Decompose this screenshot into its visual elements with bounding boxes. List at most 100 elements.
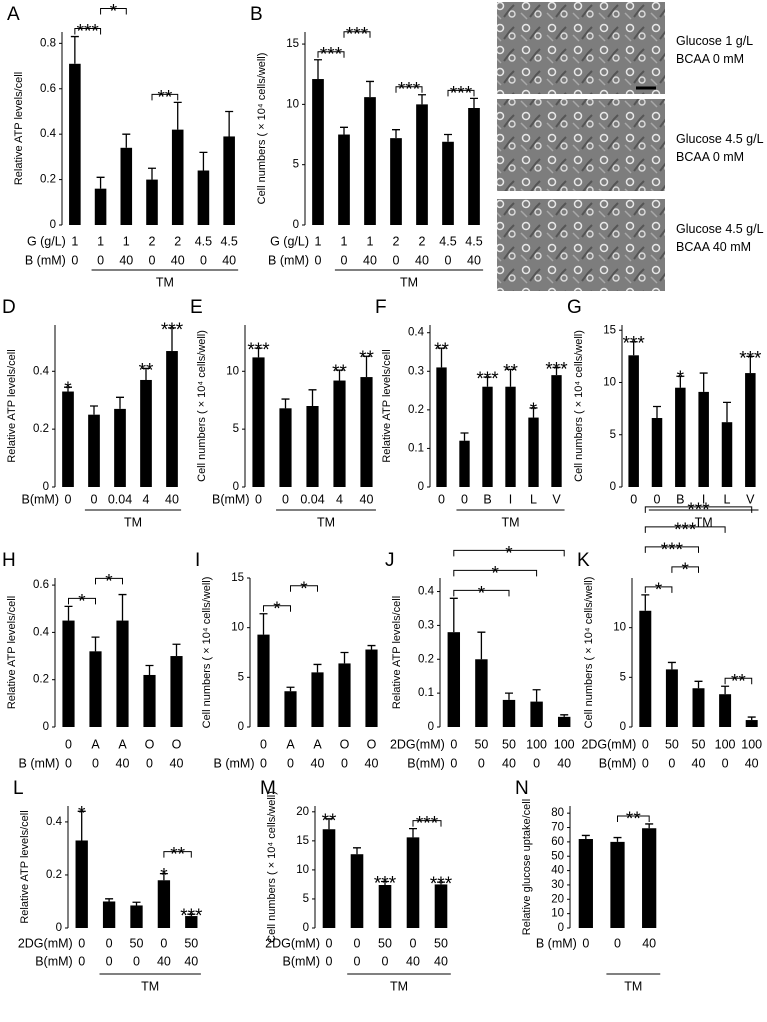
error-bar [613,836,622,842]
bracket [644,526,726,533]
caption: BCAA 40 mM [676,240,751,254]
y-tick-label: 0 [56,922,62,934]
error-bar [367,644,376,650]
error-bar [77,810,86,841]
bracket-label: ** [626,809,641,830]
x-tick-label: 40 [692,756,706,770]
group-label: TM [624,979,642,993]
x-tick-label: 100 [715,737,736,751]
error-bar [340,651,349,664]
significance: *** [545,359,568,380]
x-tick-label: 1 [97,234,104,248]
x-tick-label: 0 [78,954,85,968]
error-bar [199,151,208,171]
panel-label: K [577,550,590,571]
bar [692,688,705,727]
error-bar [168,327,176,352]
x-row-label: B(mM) [22,492,60,506]
bar [442,141,454,225]
significance: * [530,400,538,421]
bar [279,408,292,487]
bracket [395,86,423,93]
x-tick-label: A [118,737,127,751]
bracket [163,851,192,858]
bar [578,839,593,928]
y-tick-label: 5 [238,671,244,683]
error-bar [286,686,295,692]
bracket-label: * [655,580,663,601]
bracket-label: * [300,579,308,600]
bar [528,417,539,487]
error-bar [506,368,515,387]
bar [143,674,156,727]
bar [378,885,392,928]
y-tick-label: 10 [296,864,309,876]
y-tick-label: 10 [286,98,299,110]
error-bar [313,663,322,673]
x-row-label: 2DG(mM) [581,737,636,751]
y-tick-label: 5 [303,893,309,905]
significance: ** [322,811,337,832]
y-tick-label: 0 [43,481,49,493]
bar [365,649,378,727]
x-tick-label: 40 [502,756,516,770]
bar [665,669,678,727]
error-bar [353,847,361,855]
bar [447,632,461,727]
x-tick-label: 40 [360,492,374,506]
x-tick-label: 0 [65,756,72,770]
bar [88,414,100,487]
bar [482,386,493,487]
x-row-label: B(mM) [35,954,73,968]
bracket [151,93,179,101]
significance: *** [430,874,453,895]
x-tick-label: 4 [143,492,150,506]
y-axis-label: Cell numbers ( × 10⁴ cells/well) [583,577,595,729]
y-tick-label: 0.4 [418,586,435,598]
x-tick-label: 0 [97,253,104,267]
error-bar [723,401,731,423]
y-tick-label: 0.6 [33,579,49,591]
bar [94,188,107,225]
x-tick-label: 0 [326,954,333,968]
bar [502,699,516,727]
error-bar [437,347,446,368]
image-panel: C Glucose 1 g/L BCAA 0 mM Glucose 4.5 g/… [497,2,764,291]
bracket [644,586,673,593]
x-row-label: G (g/L) [27,234,66,248]
bracket [343,31,371,38]
bar [436,367,447,487]
error-bar [437,881,445,885]
x-tick-label: 0 [91,492,98,506]
y-tick-label: 0.1 [418,687,434,699]
significance: ** [503,361,518,382]
caption: Glucose 4.5 g/L [676,132,764,146]
bracket [617,815,650,822]
error-bar [449,597,458,633]
y-tick-label: 10 [551,908,564,920]
error-bar [142,367,150,380]
x-tick-label: 40 [365,756,379,770]
y-tick-label: 0 [558,922,564,934]
bar [62,391,74,487]
error-bar [366,80,374,98]
significance: *** [161,320,184,341]
bracket [68,597,96,605]
bar [140,379,152,487]
y-axis-label: Cell numbers ( × 10⁴ cells/well) [256,53,268,205]
x-tick-label: 40 [363,253,377,267]
bracket-label: * [491,563,499,584]
x-tick-label: 50 [378,936,392,950]
bar [185,916,198,928]
error-bar [746,355,755,374]
x-tick-label: 0 [92,756,99,770]
x-tick-label: 0 [630,492,637,506]
panel-label: M [260,778,276,799]
y-tick-label: 15 [231,572,244,584]
x-tick-label: 40 [415,253,429,267]
x-tick-label: 50 [474,737,488,751]
x-tick-label: 100 [741,737,762,751]
significance: *** [247,340,270,361]
